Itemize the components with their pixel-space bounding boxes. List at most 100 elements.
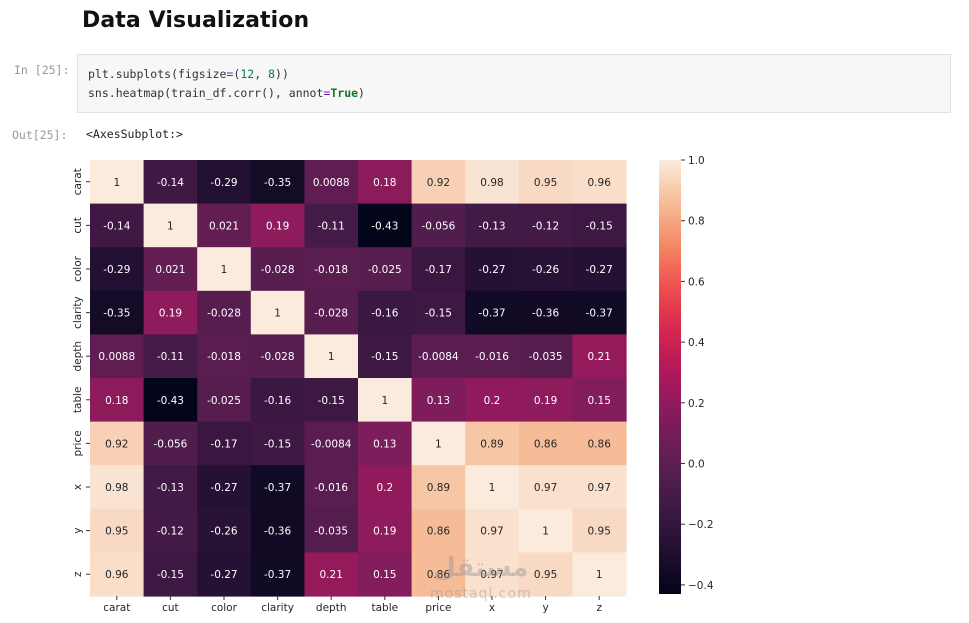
heatmap-cell: [143, 160, 198, 205]
heatmap-annotation: 0.98: [105, 482, 128, 494]
heatmap-annotation: -0.056: [153, 438, 187, 450]
heatmap-cell: [250, 378, 305, 423]
heatmap-cell: [250, 334, 305, 379]
heatmap-cell: [143, 552, 198, 597]
heatmap-cell: [518, 334, 573, 379]
heatmap-annotation: -0.025: [368, 264, 402, 276]
heatmap-cell: [465, 203, 520, 248]
heatmap-annotation: -0.37: [586, 308, 613, 320]
colorbar-tick-label: 0.4: [688, 337, 705, 349]
heatmap-annotation: -0.12: [157, 526, 184, 538]
heatmap-cell: [304, 203, 359, 248]
heatmap-cell: [572, 247, 627, 292]
heatmap-cell: [411, 160, 466, 205]
heatmap-cell: [572, 508, 627, 553]
heatmap-cell: [465, 465, 520, 510]
heatmap-annotation: -0.37: [478, 308, 505, 320]
heatmap-annotation: -0.035: [314, 526, 348, 538]
heatmap-annotation: 0.15: [373, 569, 396, 581]
watermark-logo: مستقل mostaql.com: [430, 553, 532, 602]
x-tick-label: clarity: [261, 602, 294, 614]
heatmap-cell: [90, 290, 145, 335]
heatmap-annotation: 1: [596, 569, 603, 581]
heatmap-cell: [411, 508, 466, 553]
heatmap-cell: [304, 290, 359, 335]
heatmap-cell: [90, 247, 145, 292]
colorbar: [659, 160, 681, 594]
heatmap-cell: [518, 203, 573, 248]
heatmap-annotation: -0.16: [264, 395, 291, 407]
heatmap-annotation: 0.95: [588, 526, 611, 538]
heatmap-annotation: -0.13: [478, 220, 505, 232]
heatmap-annotation: -0.17: [425, 264, 452, 276]
heatmap-cell: [250, 290, 305, 335]
heatmap-cell: [572, 421, 627, 466]
heatmap-cell: [143, 334, 198, 379]
heatmap-annotation: 0.95: [534, 569, 557, 581]
heatmap-annotation: -0.27: [478, 264, 505, 276]
heatmap-annotation: 0.86: [588, 438, 612, 450]
heatmap-annotation: 0.15: [588, 395, 611, 407]
heatmap-cell: [143, 247, 198, 292]
heatmap-cell: [250, 421, 305, 466]
heatmap-annotation: -0.028: [314, 308, 348, 320]
heatmap-cell: [465, 160, 520, 205]
heatmap-cell: [518, 465, 573, 510]
heatmap-cell: [90, 465, 145, 510]
heatmap-cell: [90, 203, 145, 248]
x-tick-label: depth: [316, 602, 347, 614]
heatmap-annotation: -0.028: [261, 264, 295, 276]
heatmap-cell: [304, 552, 359, 597]
heatmap-annotation: -0.11: [157, 351, 184, 363]
heatmap-annotation: 0.19: [266, 220, 289, 232]
heatmap-cell: [411, 421, 466, 466]
x-tick-label: carat: [103, 602, 130, 614]
heatmap-cell: [304, 465, 359, 510]
heatmap-annotation: -0.15: [157, 569, 184, 581]
heatmap-annotation: -0.37: [264, 569, 291, 581]
code-line-1: plt.subplots(figsize=(12, 8)): [88, 67, 289, 81]
heatmap-cell: [572, 160, 627, 205]
heatmap-annotation: 0.13: [373, 438, 396, 450]
heatmap-cell: [518, 160, 573, 205]
heatmap-cell: [143, 290, 198, 335]
heatmap-annotation: 0.92: [427, 177, 450, 189]
heatmap-cell: [411, 247, 466, 292]
heatmap-annotation: -0.36: [264, 526, 291, 538]
heatmap-annotation: 1: [435, 438, 442, 450]
heatmap-annotation: 0.021: [209, 220, 239, 232]
colorbar-tick-label: 0.2: [688, 398, 705, 410]
heatmap-cell: [465, 552, 520, 597]
heatmap-cell: [358, 508, 413, 553]
heatmap-annotation: 1: [381, 395, 388, 407]
heatmap-cell: [304, 378, 359, 423]
heatmap-annotation: 0.21: [320, 569, 343, 581]
colorbar-tick-label: 0.0: [688, 458, 705, 470]
heatmap-cell: [197, 290, 252, 335]
heatmap-annotation: 0.97: [588, 482, 611, 494]
heatmap-annotation: -0.025: [207, 395, 241, 407]
y-tick-label: color: [72, 255, 84, 282]
heatmap-annotation: 0.95: [105, 526, 128, 538]
heatmap-cell: [90, 378, 145, 423]
heatmap-cell: [90, 421, 145, 466]
heatmap-annotation: -0.14: [103, 220, 130, 232]
heatmap-annotation: 0.18: [373, 177, 396, 189]
heatmap-cell: [197, 203, 252, 248]
heatmap-cell: [358, 290, 413, 335]
code-cell[interactable]: plt.subplots(figsize=(12, 8)) sns.heatma…: [77, 54, 951, 113]
heatmap-cell: [411, 203, 466, 248]
heatmap-annotation: -0.27: [210, 482, 237, 494]
heatmap-cell: [197, 465, 252, 510]
heatmap-annotation: -0.16: [371, 308, 398, 320]
heatmap-cell: [518, 247, 573, 292]
heatmap-annotation: -0.15: [371, 351, 398, 363]
heatmap-annotation: 0.96: [105, 569, 129, 581]
y-tick-label: depth: [72, 341, 84, 372]
heatmap-cell: [304, 421, 359, 466]
heatmap-cell: [197, 160, 252, 205]
heatmap-annotation: -0.028: [261, 351, 295, 363]
heatmap-cell: [572, 334, 627, 379]
section-heading: Data Visualization: [82, 8, 310, 33]
